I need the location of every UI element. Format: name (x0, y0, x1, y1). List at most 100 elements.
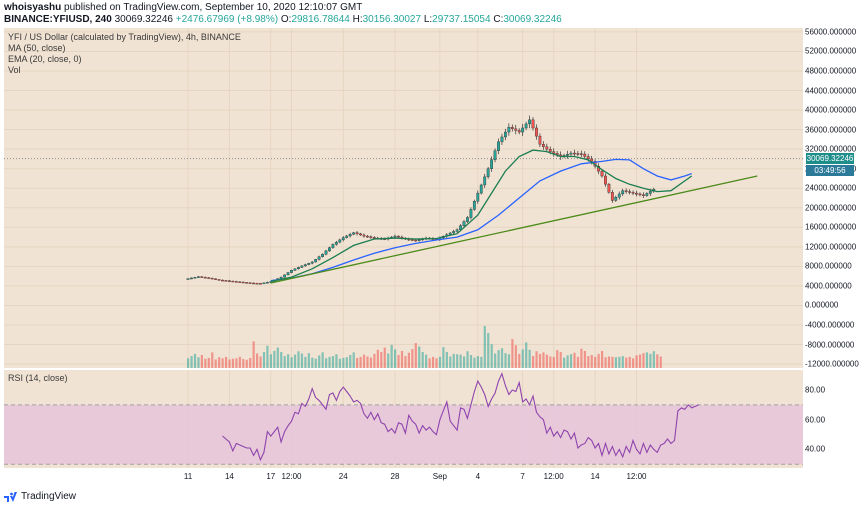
volume-bar (469, 354, 473, 368)
candle-body (517, 130, 521, 133)
symbol-label[interactable]: BINANCE:YFIUSD, 240 (4, 14, 112, 25)
rsi-chart[interactable] (4, 370, 803, 468)
volume-bar (293, 354, 297, 368)
volume-bar (373, 353, 376, 368)
volume-bar (362, 354, 366, 368)
publisher-name[interactable]: whoisyashu (4, 2, 62, 13)
publish-text: published on TradingView.com, September … (64, 2, 363, 13)
candle-body (604, 175, 607, 185)
volume-bar (452, 353, 455, 368)
candle-body (507, 126, 511, 133)
candle-body (638, 193, 642, 196)
volume-bar (321, 352, 324, 368)
volume-bar (535, 351, 538, 368)
candle-body (545, 146, 549, 150)
candle-body (514, 128, 518, 131)
volume-bar (245, 359, 248, 368)
volume-bar (525, 342, 528, 368)
volume-bar (269, 354, 272, 368)
price-axis-tick: 44000.000000 (805, 86, 857, 96)
candle-body (259, 283, 262, 285)
volume-bar (338, 358, 341, 368)
candle-body (231, 280, 235, 283)
volume-bar (359, 356, 362, 368)
volume-bar (590, 354, 593, 368)
volume-bar (559, 352, 562, 368)
volume-bar (300, 353, 304, 368)
volume-bar (287, 354, 290, 368)
time-axis-tick: 4 (475, 472, 481, 481)
volume-bar (656, 354, 659, 368)
volume-bar (283, 356, 286, 368)
volume-bar (318, 355, 321, 368)
candle-body (217, 279, 221, 281)
candle-body (193, 277, 197, 279)
ma-legend[interactable]: MA (50, close) (8, 43, 66, 53)
volume-bar (480, 356, 483, 368)
volume-bar (238, 356, 241, 368)
volume-bar (638, 354, 642, 368)
price-axis[interactable]: 56000.000000 52000.000000 48000.000000 4400… (805, 27, 860, 368)
rsi-legend[interactable]: RSI (14, close) (8, 373, 68, 383)
volume-bar (649, 353, 652, 368)
candle-body (372, 237, 376, 239)
bar-countdown-tag: 03:49:56 (806, 164, 854, 176)
volume-bar (425, 354, 428, 368)
candle-body (476, 192, 480, 202)
volume-bar (428, 358, 431, 368)
volume-bar (335, 354, 338, 368)
candle-body (397, 235, 400, 238)
volume-bar (466, 351, 469, 368)
volume-bar (521, 349, 524, 368)
time-axis-tick: 17 (266, 472, 276, 481)
volume-bar (497, 350, 500, 368)
candle-body (614, 196, 618, 201)
volume-bar (376, 349, 379, 368)
volume-bar (442, 347, 445, 368)
low-label: L: (423, 14, 433, 25)
volume-bar (311, 357, 314, 368)
price-axis-tick: 40000.000000 (805, 105, 857, 115)
tradingview-brand[interactable]: TradingView (4, 491, 76, 502)
volume-bar (397, 354, 400, 368)
volume-legend[interactable]: Vol (8, 65, 21, 75)
ema-legend[interactable]: EMA (20, close, 0) (8, 54, 82, 64)
volume-bar (331, 356, 335, 368)
volume-bar (659, 356, 662, 368)
candle-body (455, 229, 459, 232)
candle-body (617, 193, 621, 198)
rsi-axis[interactable]: 80.00 60.00 40.00 (805, 370, 860, 468)
candle-body (286, 272, 290, 276)
volume-bar (304, 356, 307, 368)
candle-body (214, 278, 217, 280)
volume-bar (218, 357, 221, 368)
rsi-pane[interactable]: RSI (14, close) (4, 370, 803, 468)
candle-body (369, 236, 373, 238)
volume-bar (224, 356, 228, 368)
volume-bar (545, 354, 548, 368)
candle-body (355, 232, 359, 235)
candle-body (452, 231, 456, 234)
candle-body (293, 268, 297, 271)
price-axis-tick: 36000.000000 (805, 125, 857, 135)
volume-bar (566, 355, 569, 368)
volume-bar (607, 356, 611, 368)
volume-bar (604, 357, 607, 368)
volume-bar (500, 348, 504, 368)
volume-bar (345, 357, 348, 368)
candle-body (279, 276, 283, 279)
volume-bar (387, 353, 390, 368)
volume-bar (418, 346, 421, 368)
volume-bar (273, 350, 276, 368)
price-chart[interactable] (4, 28, 803, 368)
tradingview-brand-text: TradingView (21, 491, 77, 502)
price-pane[interactable]: YFI / US Dollar (calculated by TradingVi… (4, 28, 803, 368)
candle-body (635, 192, 638, 195)
candle-body (241, 281, 245, 284)
symbol-title[interactable]: YFI / US Dollar (calculated by TradingVi… (8, 32, 241, 42)
volume-bar (256, 353, 259, 368)
volume-bar (211, 352, 214, 368)
volume-bar (252, 341, 255, 368)
volume-bar (297, 351, 300, 368)
ohlc-line: BINANCE:YFIUSD, 240 30069.32246 +2476.67… (4, 14, 562, 25)
